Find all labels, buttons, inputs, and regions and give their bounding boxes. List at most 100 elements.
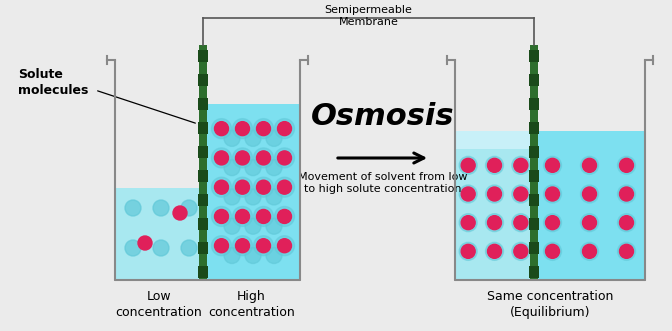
Circle shape	[546, 216, 560, 230]
Circle shape	[253, 118, 274, 139]
Circle shape	[138, 236, 152, 250]
Circle shape	[514, 158, 528, 172]
Circle shape	[214, 180, 228, 194]
Circle shape	[487, 158, 501, 172]
Circle shape	[583, 187, 597, 201]
Circle shape	[266, 189, 282, 205]
Circle shape	[224, 218, 240, 234]
Bar	[203, 104, 300, 280]
Bar	[529, 266, 539, 278]
Circle shape	[266, 218, 282, 234]
Circle shape	[212, 148, 231, 168]
Circle shape	[274, 236, 294, 256]
Circle shape	[487, 216, 501, 230]
Circle shape	[125, 200, 141, 216]
Circle shape	[514, 216, 528, 230]
Circle shape	[512, 242, 530, 260]
Circle shape	[245, 218, 261, 234]
Bar	[529, 218, 539, 230]
Circle shape	[485, 242, 503, 260]
Bar	[529, 170, 539, 182]
Circle shape	[245, 248, 261, 263]
Bar	[455, 131, 534, 280]
Circle shape	[235, 239, 249, 253]
Circle shape	[233, 236, 253, 256]
Circle shape	[546, 158, 560, 172]
Circle shape	[461, 158, 475, 172]
Circle shape	[257, 151, 271, 165]
Circle shape	[212, 118, 231, 139]
Circle shape	[459, 185, 477, 203]
Circle shape	[214, 151, 228, 165]
Circle shape	[546, 187, 560, 201]
Circle shape	[620, 158, 634, 172]
Circle shape	[620, 187, 634, 201]
Circle shape	[245, 160, 261, 176]
Circle shape	[544, 156, 562, 174]
Circle shape	[514, 244, 528, 258]
Circle shape	[459, 242, 477, 260]
Circle shape	[618, 185, 636, 203]
Circle shape	[233, 148, 253, 168]
Circle shape	[153, 200, 169, 216]
Circle shape	[245, 130, 261, 146]
Text: Solute
molecules: Solute molecules	[18, 68, 89, 97]
Circle shape	[125, 240, 141, 256]
Bar	[198, 194, 208, 206]
Circle shape	[233, 177, 253, 197]
Circle shape	[461, 187, 475, 201]
Circle shape	[274, 207, 294, 226]
Bar	[198, 50, 208, 62]
Circle shape	[485, 214, 503, 232]
Bar	[529, 74, 539, 86]
Bar	[198, 242, 208, 254]
Circle shape	[235, 121, 249, 136]
Text: Semipermeable
Membrane: Semipermeable Membrane	[325, 5, 413, 27]
Circle shape	[512, 156, 530, 174]
Circle shape	[461, 244, 475, 258]
Circle shape	[224, 189, 240, 205]
Circle shape	[461, 216, 475, 230]
Text: High
concentration: High concentration	[208, 290, 295, 319]
Circle shape	[235, 180, 249, 194]
Bar	[529, 50, 539, 62]
Bar	[115, 188, 203, 280]
Circle shape	[224, 248, 240, 263]
Circle shape	[173, 206, 187, 220]
Circle shape	[235, 151, 249, 165]
Circle shape	[485, 156, 503, 174]
Circle shape	[583, 244, 597, 258]
Circle shape	[514, 187, 528, 201]
Circle shape	[278, 239, 292, 253]
Bar	[530, 45, 538, 280]
Circle shape	[512, 214, 530, 232]
Circle shape	[253, 207, 274, 226]
Circle shape	[181, 240, 197, 256]
Circle shape	[581, 214, 599, 232]
Bar	[198, 98, 208, 110]
Circle shape	[581, 185, 599, 203]
Circle shape	[214, 121, 228, 136]
Circle shape	[278, 121, 292, 136]
Text: Osmosis: Osmosis	[310, 102, 454, 130]
Circle shape	[274, 177, 294, 197]
Circle shape	[153, 240, 169, 256]
Circle shape	[278, 151, 292, 165]
Circle shape	[485, 185, 503, 203]
Bar	[198, 74, 208, 86]
Circle shape	[278, 180, 292, 194]
Circle shape	[544, 185, 562, 203]
Circle shape	[212, 236, 231, 256]
Bar	[529, 146, 539, 158]
Bar	[529, 122, 539, 134]
Bar	[455, 131, 534, 149]
Circle shape	[235, 210, 249, 223]
Circle shape	[618, 242, 636, 260]
Circle shape	[546, 244, 560, 258]
Bar	[198, 218, 208, 230]
Bar	[198, 266, 208, 278]
Circle shape	[620, 216, 634, 230]
Bar	[534, 131, 645, 280]
Bar	[529, 242, 539, 254]
Circle shape	[581, 242, 599, 260]
